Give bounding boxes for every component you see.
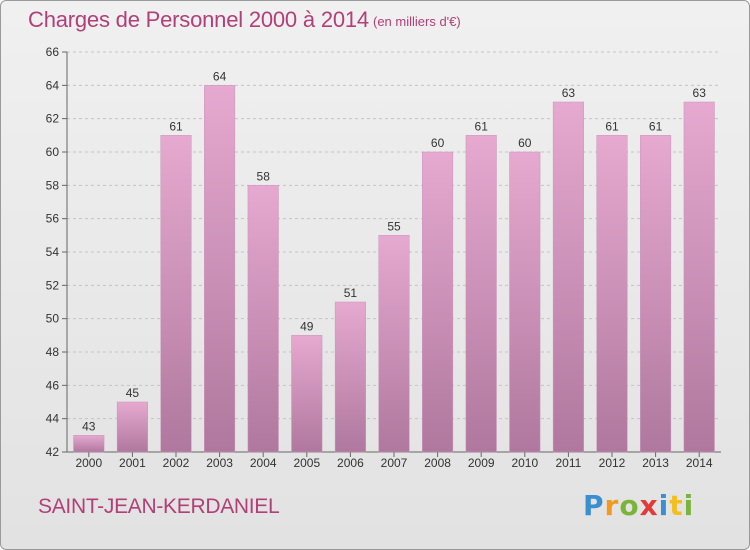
data-label: 61 (605, 119, 619, 133)
x-tick-label: 2006 (337, 456, 364, 470)
y-tick-label: 42 (46, 445, 60, 459)
y-tick-label: 58 (46, 178, 60, 192)
bar-2002 (160, 135, 192, 453)
data-label: 51 (344, 286, 358, 300)
x-tick-label: 2007 (381, 456, 408, 470)
data-label: 61 (649, 119, 663, 133)
x-tick-label: 2002 (163, 456, 190, 470)
y-tick-label: 52 (46, 278, 60, 292)
logo-letter: t (669, 489, 684, 522)
chart-title: Charges de Personnel 2000 à 2014 (28, 7, 369, 32)
proxiti-logo[interactable]: Proxiti (583, 489, 694, 522)
x-tick-label: 2001 (119, 456, 146, 470)
data-label: 63 (693, 86, 707, 100)
bar-2011 (552, 101, 584, 453)
place-name: SAINT-JEAN-KERDANIEL (38, 495, 280, 518)
x-tick-label: 2013 (642, 456, 669, 470)
data-label: 43 (82, 419, 96, 433)
logo-letter: x (639, 489, 659, 522)
y-tick-label: 44 (46, 412, 60, 426)
labels: 43 45 61 64 58 49 51 55 60 61 60 63 61 61 63 (82, 69, 706, 433)
bar-2009 (465, 135, 497, 453)
logo-letter: i (683, 489, 695, 522)
y-tick-label: 48 (46, 345, 60, 359)
logo-letter: i (658, 489, 670, 522)
x-tick-label: 2012 (599, 456, 626, 470)
logo-letter: P (583, 489, 605, 522)
bar-2008 (422, 151, 454, 453)
bar-2006 (334, 301, 366, 453)
data-label: 64 (213, 69, 227, 83)
x-tick-label: 2010 (511, 456, 538, 470)
data-label: 60 (518, 136, 532, 150)
data-label: 61 (475, 119, 489, 133)
x-tick-label: 2014 (686, 456, 713, 470)
y-tick-label: 54 (46, 245, 60, 259)
bar-2010 (509, 151, 541, 453)
data-label: 49 (300, 319, 314, 333)
y-tick-label: 64 (46, 78, 60, 92)
bar-2000 (73, 435, 105, 453)
x-tick-label: 2009 (468, 456, 495, 470)
data-label: 58 (257, 169, 271, 183)
y-tick-label: 56 (46, 212, 60, 226)
data-label: 55 (387, 219, 401, 233)
data-label: 45 (126, 386, 140, 400)
data-label: 60 (431, 136, 445, 150)
y-tick-label: 50 (46, 312, 60, 326)
bar-2005 (291, 335, 323, 453)
x-tick-label: 2003 (206, 456, 233, 470)
x-tick-label: 2011 (555, 456, 581, 470)
bar-2014 (683, 101, 715, 453)
bar-2007 (378, 235, 410, 453)
data-label: 63 (562, 86, 576, 100)
bar-2003 (204, 85, 236, 453)
y-tick-label: 66 (46, 45, 60, 59)
logo-letter: r (604, 489, 620, 522)
bars (73, 85, 715, 453)
y-tick-label: 60 (46, 145, 60, 159)
data-label: 61 (169, 119, 183, 133)
x-tick-label: 2000 (75, 456, 102, 470)
y-tick-label: 62 (46, 112, 60, 126)
bar-2012 (596, 135, 628, 453)
x-tick-label: 2004 (250, 456, 277, 470)
chart-subtitle: (en milliers d'€) (373, 14, 461, 29)
bar-2013 (640, 135, 672, 453)
bar-2001 (116, 401, 148, 453)
bar-2004 (247, 185, 279, 453)
x-tick-label: 2005 (293, 456, 320, 470)
y-tick-label: 46 (46, 378, 60, 392)
logo-letter: o (619, 489, 640, 522)
x-tick-label: 2008 (424, 456, 451, 470)
